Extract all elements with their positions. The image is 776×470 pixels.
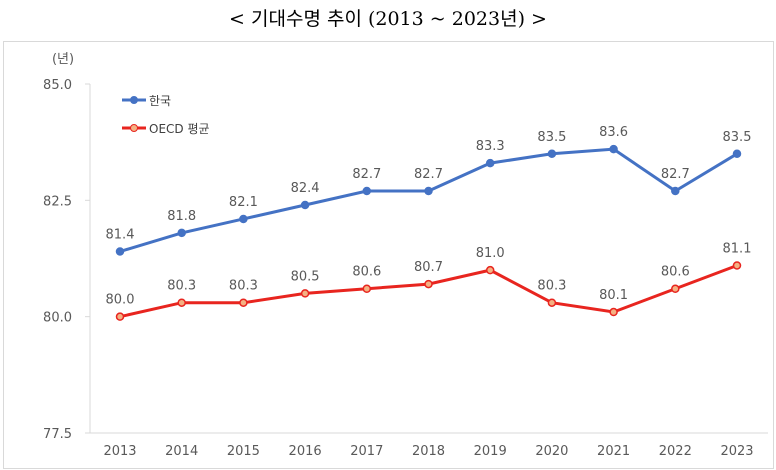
data-point (732, 261, 742, 270)
data-label: 82.4 (291, 181, 320, 196)
data-point (424, 279, 433, 289)
y-tick-label: 80.0 (43, 311, 72, 326)
data-label: 81.8 (167, 209, 196, 224)
data-point (362, 284, 372, 293)
data-label: 80.0 (106, 293, 135, 308)
data-point (300, 289, 310, 298)
data-point (732, 149, 742, 159)
data-label: 80.7 (414, 260, 443, 275)
data-point (609, 307, 618, 317)
chart-title: < 기대수명 추이 (2013 ~ 2023년) > (229, 8, 547, 30)
data-label: 81.4 (106, 228, 135, 243)
data-point (547, 298, 557, 307)
data-point (239, 214, 248, 224)
x-tick-label: 2022 (659, 444, 692, 459)
data-label: 83.6 (599, 125, 628, 140)
data-label: 83.5 (537, 130, 566, 145)
data-label: 80.6 (352, 265, 381, 280)
data-label: 82.1 (229, 195, 258, 210)
data-point (300, 200, 310, 210)
x-tick-label: 2019 (474, 444, 507, 459)
data-label: 80.3 (229, 279, 258, 294)
x-tick-label: 2021 (597, 444, 630, 459)
data-label: 82.7 (414, 167, 443, 182)
data-label: 80.6 (661, 265, 690, 280)
data-label: 80.1 (599, 288, 628, 303)
data-point (547, 149, 557, 159)
x-tick-label: 2014 (165, 444, 198, 459)
data-label: 83.5 (723, 130, 752, 145)
data-point (485, 265, 495, 275)
legend-marker-0 (130, 96, 138, 104)
series-line-0 (119, 147, 738, 253)
chart-frame (3, 41, 774, 469)
x-tick-label: 2020 (535, 444, 568, 459)
data-label: 81.1 (723, 241, 752, 256)
data-label: 82.7 (352, 167, 381, 182)
data-point (424, 186, 433, 196)
data-label: 81.0 (476, 246, 505, 261)
data-point (609, 144, 618, 154)
x-tick-label: 2023 (720, 444, 753, 459)
x-tick-label: 2016 (289, 444, 322, 459)
data-label: 82.7 (661, 167, 690, 182)
legend-marker-1 (130, 124, 138, 132)
data-label: 83.3 (476, 139, 505, 154)
data-point (362, 186, 372, 196)
y-tick-label: 82.5 (43, 194, 72, 209)
x-tick-label: 2017 (350, 444, 383, 459)
legend-label: 한국 (149, 94, 171, 108)
x-tick-label: 2013 (103, 444, 136, 459)
data-point (485, 158, 495, 168)
data-point (115, 312, 125, 321)
y-axis-unit: (년) (52, 52, 74, 67)
legend-label: OECD 평균 (149, 122, 210, 136)
data-label: 80.3 (167, 279, 196, 294)
data-point (177, 298, 186, 307)
data-point (239, 298, 248, 307)
x-tick-label: 2015 (227, 444, 260, 459)
data-point (671, 284, 680, 293)
y-tick-label: 85.0 (43, 78, 72, 93)
y-tick-label: 77.5 (43, 427, 72, 442)
data-point (115, 247, 125, 256)
data-point (671, 186, 680, 196)
x-tick-label: 2018 (412, 444, 445, 459)
data-label: 80.5 (291, 269, 320, 284)
data-point (177, 228, 186, 238)
data-label: 80.3 (537, 279, 566, 294)
